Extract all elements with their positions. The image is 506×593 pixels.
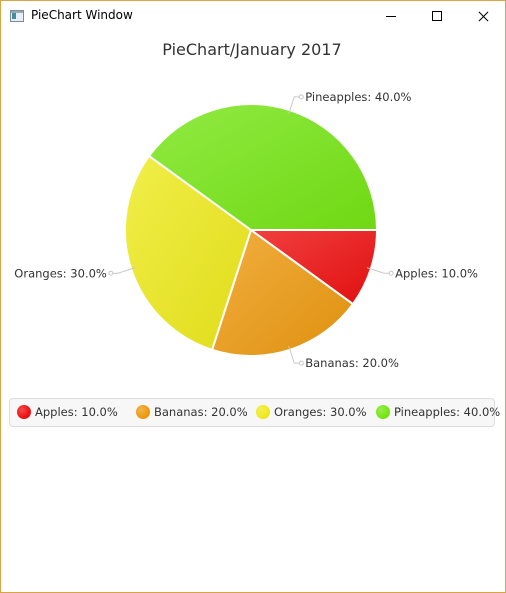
slice-label-bananas: Bananas: 20.0% [305, 356, 399, 370]
slice-label-apples: Apples: 10.0% [395, 266, 478, 280]
window-title: PieChart Window [31, 8, 133, 22]
app-window-icon[interactable] [10, 10, 24, 22]
label-dot-apples [388, 270, 394, 276]
legend-label-oranges: Oranges: 30.0% [274, 405, 367, 419]
slice-label-oranges: Oranges: 30.0% [14, 266, 107, 280]
minimize-button[interactable] [368, 1, 414, 31]
legend-label-apples: Apples: 10.0% [35, 405, 118, 419]
chart-title: PieChart/January 2017 [162, 40, 341, 59]
maximize-button[interactable] [414, 1, 460, 31]
legend-label-bananas: Bananas: 20.0% [154, 405, 248, 419]
legend-swatch-oranges [256, 405, 270, 419]
label-dot-bananas [298, 360, 304, 366]
title-bar[interactable]: PieChart Window [1, 1, 505, 31]
pie-chart: PieChart/January 2017 Apples: 10.0% Banan… [14, 40, 478, 370]
legend-swatch-pineapples [376, 405, 390, 419]
legend-label-pineapples: Pineapples: 40.0% [394, 405, 501, 419]
legend-swatch-apples [17, 405, 31, 419]
legend-swatch-bananas [136, 405, 150, 419]
chart-legend: Apples: 10.0% Bananas: 20.0% Oranges: 30… [9, 398, 500, 427]
slice-label-pineapples: Pineapples: 40.0% [305, 90, 411, 104]
label-dot-oranges [108, 270, 114, 276]
label-dot-pineapples [298, 94, 304, 100]
